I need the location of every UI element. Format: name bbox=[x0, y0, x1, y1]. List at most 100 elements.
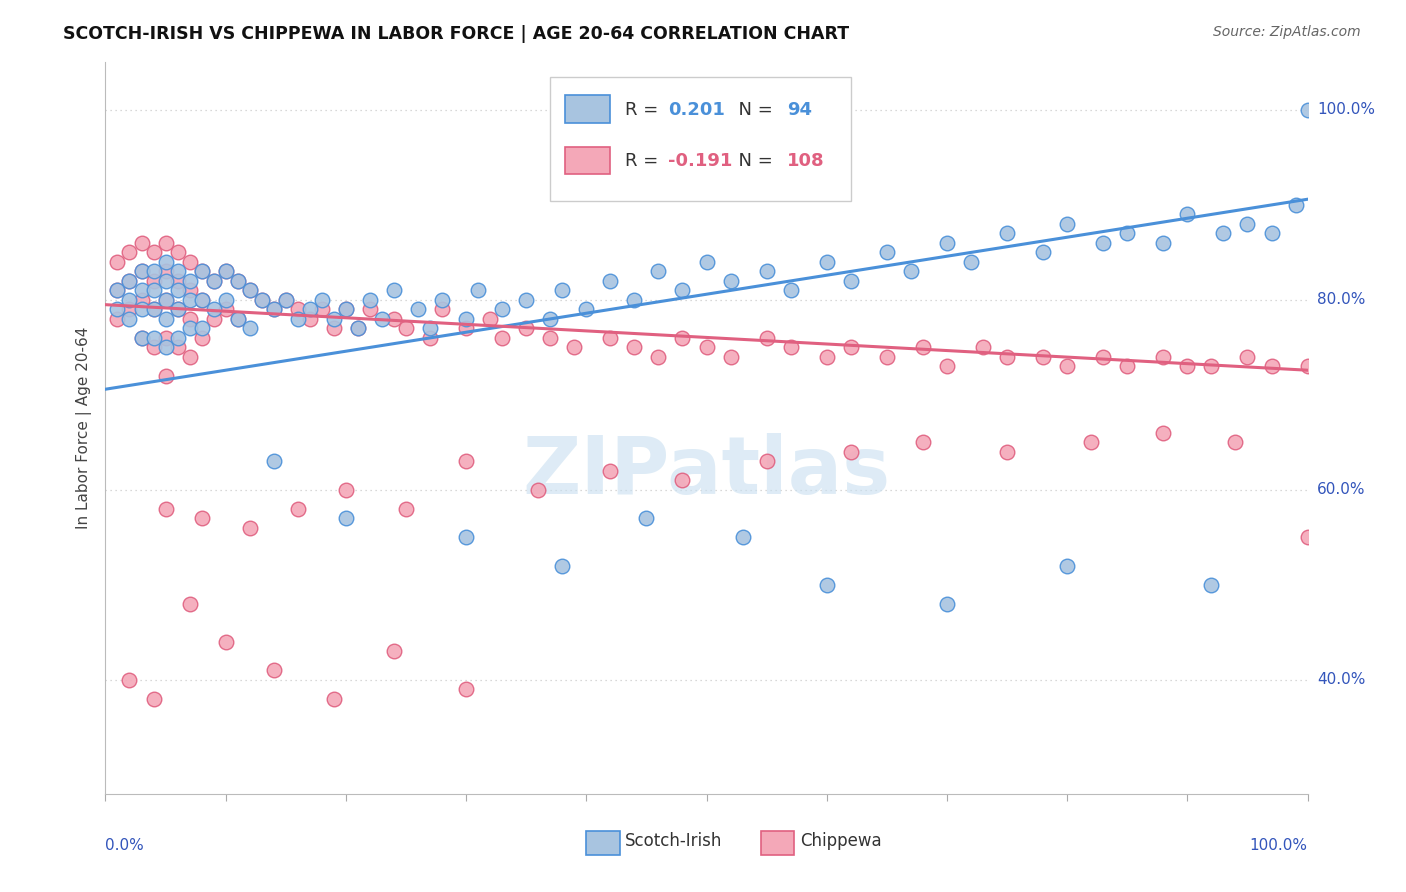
Point bbox=[419, 331, 441, 345]
Point bbox=[131, 331, 153, 345]
Point bbox=[671, 331, 693, 345]
Point bbox=[179, 274, 201, 288]
Point bbox=[382, 644, 405, 658]
Point bbox=[226, 274, 249, 288]
Point bbox=[239, 284, 262, 298]
FancyBboxPatch shape bbox=[550, 77, 851, 202]
Point bbox=[190, 321, 212, 335]
Point bbox=[779, 340, 801, 354]
Text: 100.0%: 100.0% bbox=[1250, 838, 1308, 853]
Point bbox=[131, 302, 153, 317]
Point bbox=[202, 274, 225, 288]
FancyBboxPatch shape bbox=[565, 95, 610, 123]
Point bbox=[538, 331, 561, 345]
Point bbox=[239, 284, 262, 298]
Point bbox=[226, 312, 249, 326]
Point bbox=[179, 312, 201, 326]
Text: 100.0%: 100.0% bbox=[1317, 103, 1375, 118]
Point bbox=[636, 511, 658, 525]
Point bbox=[419, 321, 441, 335]
Point bbox=[876, 245, 898, 260]
Point bbox=[1260, 227, 1282, 241]
Point bbox=[696, 255, 718, 269]
Point bbox=[1260, 359, 1282, 374]
Y-axis label: In Labor Force | Age 20-64: In Labor Force | Age 20-64 bbox=[76, 327, 93, 529]
Point bbox=[190, 331, 212, 345]
Point bbox=[575, 302, 598, 317]
Point bbox=[118, 245, 141, 260]
Point bbox=[142, 340, 165, 354]
FancyBboxPatch shape bbox=[565, 146, 610, 174]
Point bbox=[190, 293, 212, 307]
Point bbox=[936, 235, 959, 250]
Point bbox=[1236, 217, 1258, 231]
Point bbox=[720, 274, 742, 288]
Point bbox=[287, 312, 309, 326]
Point bbox=[1092, 350, 1115, 364]
Point bbox=[118, 293, 141, 307]
Point bbox=[1116, 227, 1139, 241]
Point bbox=[900, 264, 922, 278]
Point bbox=[322, 312, 344, 326]
Point bbox=[179, 350, 201, 364]
Point bbox=[118, 673, 141, 687]
Point bbox=[239, 521, 262, 535]
Point bbox=[551, 284, 574, 298]
Point bbox=[166, 274, 188, 288]
Point bbox=[142, 284, 165, 298]
Point bbox=[755, 331, 778, 345]
Point bbox=[1201, 359, 1223, 374]
Point bbox=[190, 511, 212, 525]
Point bbox=[107, 312, 129, 326]
Point bbox=[755, 454, 778, 468]
Point bbox=[395, 502, 418, 516]
Point bbox=[131, 293, 153, 307]
Point bbox=[430, 302, 453, 317]
Point bbox=[538, 312, 561, 326]
Point bbox=[1201, 578, 1223, 592]
Text: N =: N = bbox=[727, 153, 779, 170]
Point bbox=[322, 692, 344, 706]
Point bbox=[214, 302, 236, 317]
Point bbox=[190, 264, 212, 278]
Text: -0.191: -0.191 bbox=[668, 153, 733, 170]
Point bbox=[155, 274, 177, 288]
Point bbox=[214, 264, 236, 278]
Point bbox=[298, 312, 321, 326]
Point bbox=[226, 312, 249, 326]
Point bbox=[1175, 207, 1198, 221]
Point bbox=[1032, 350, 1054, 364]
Point bbox=[155, 331, 177, 345]
Point bbox=[839, 340, 862, 354]
Point bbox=[454, 682, 477, 697]
Point bbox=[118, 274, 141, 288]
Point bbox=[623, 340, 645, 354]
Point bbox=[696, 340, 718, 354]
Point bbox=[179, 597, 201, 611]
Point bbox=[202, 274, 225, 288]
Point bbox=[155, 312, 177, 326]
Point bbox=[359, 302, 381, 317]
Point bbox=[166, 284, 188, 298]
Point bbox=[1032, 245, 1054, 260]
Point bbox=[839, 445, 862, 459]
Point bbox=[599, 274, 621, 288]
Point bbox=[562, 340, 585, 354]
Point bbox=[131, 264, 153, 278]
Point bbox=[671, 474, 693, 488]
FancyBboxPatch shape bbox=[586, 831, 620, 855]
Point bbox=[731, 530, 754, 544]
Point bbox=[671, 284, 693, 298]
Point bbox=[995, 445, 1018, 459]
Point bbox=[623, 293, 645, 307]
Point bbox=[155, 255, 177, 269]
Point bbox=[274, 293, 297, 307]
Point bbox=[515, 293, 537, 307]
Point bbox=[371, 312, 394, 326]
Point bbox=[347, 321, 370, 335]
Point bbox=[755, 264, 778, 278]
Point bbox=[287, 302, 309, 317]
Text: 94: 94 bbox=[787, 101, 813, 119]
Point bbox=[972, 340, 994, 354]
Point bbox=[263, 302, 285, 317]
